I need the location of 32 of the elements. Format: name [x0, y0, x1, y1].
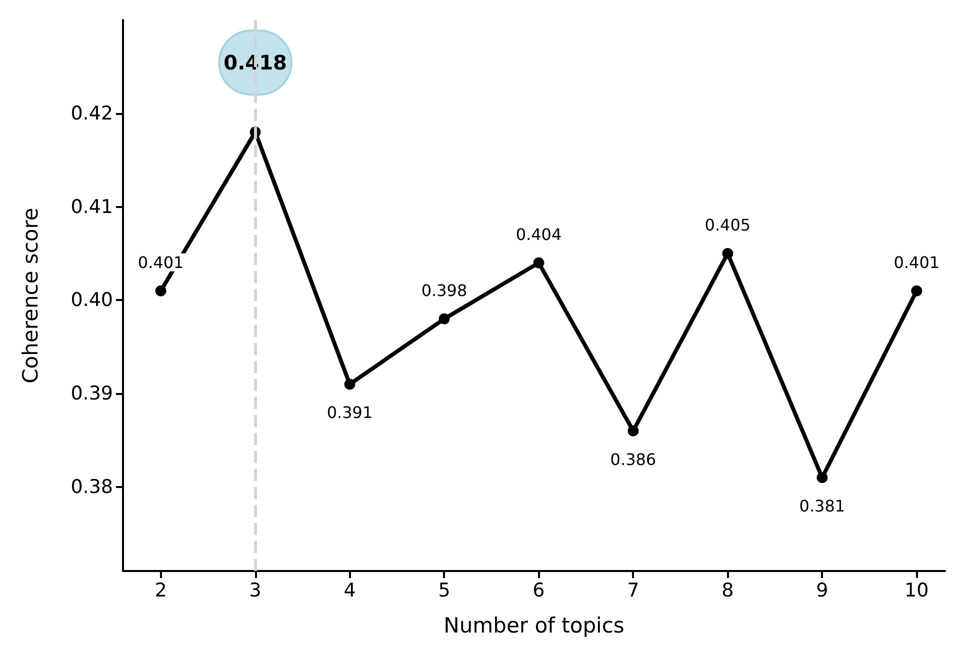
y-axis-title: Coherence score: [18, 208, 42, 384]
y-tick-label: 0.42: [70, 102, 113, 124]
x-tick-label: 3: [249, 580, 262, 602]
data-label: 0.405: [704, 215, 751, 234]
point: [816, 472, 828, 484]
x-tick-label: 4: [344, 580, 356, 602]
point: [533, 257, 544, 268]
point: [722, 248, 734, 259]
point: [628, 425, 639, 436]
x-tick-label: 2: [154, 580, 167, 602]
point: [155, 285, 166, 296]
x-tick-label: 8: [722, 580, 734, 602]
data-label: 0.398: [421, 280, 468, 300]
data-label: 0.401: [138, 252, 184, 272]
x-tick-label: 7: [627, 580, 640, 602]
x-tick-label: 9: [816, 580, 828, 602]
x-tick-label: 5: [438, 580, 450, 602]
x-tick-label: 10: [904, 580, 929, 602]
data-label: 0.386: [610, 450, 656, 469]
data-label: 0.391: [326, 403, 373, 422]
x-tick-label: 6: [532, 580, 545, 602]
point: [344, 378, 356, 390]
point: [438, 313, 450, 324]
point: [911, 285, 922, 296]
y-tick-label: 0.38: [70, 476, 113, 498]
x-axis-title: Number of topics: [444, 614, 624, 638]
y-tick-label: 0.41: [70, 196, 113, 218]
data-label: 0.404: [516, 224, 562, 244]
data-label: 0.381: [799, 496, 846, 516]
y-tick-label: 0.39: [70, 382, 113, 405]
data-label: 0.401: [894, 252, 940, 272]
y-tick-label: 0.40: [70, 289, 113, 312]
